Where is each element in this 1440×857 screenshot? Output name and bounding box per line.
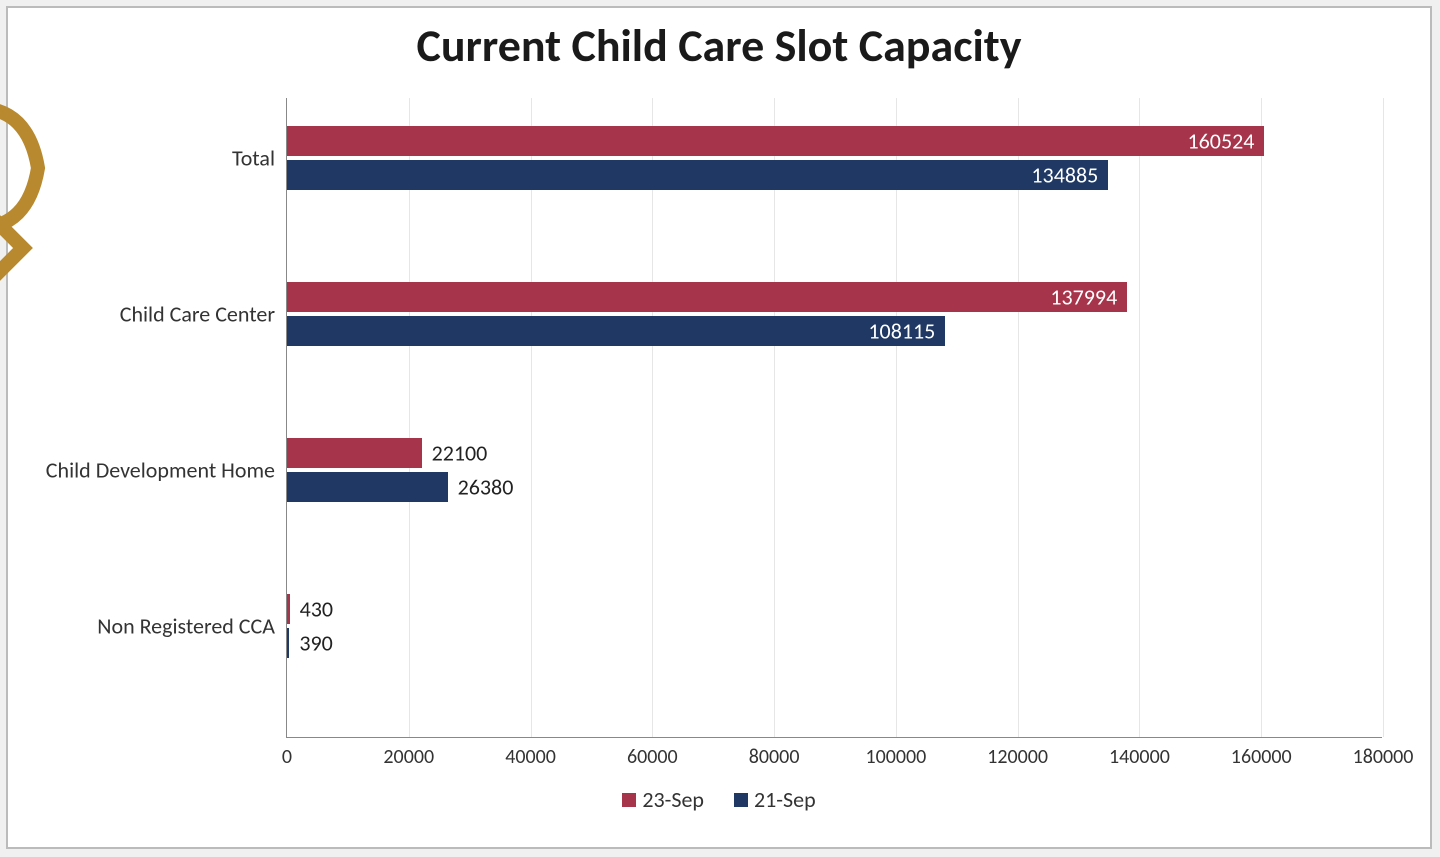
legend-swatch (734, 793, 748, 807)
plot-area: 0200004000060000800001000001200001400001… (286, 98, 1382, 738)
data-label: 26380 (458, 474, 514, 501)
category-label: Child Development Home (46, 457, 275, 484)
x-tick-label: 120000 (987, 745, 1048, 769)
data-label: 22100 (432, 440, 488, 467)
x-tick-label: 100000 (865, 745, 926, 769)
data-label: 134885 (1031, 162, 1098, 189)
legend-label: 23-Sep (642, 786, 704, 813)
category-label: Child Care Center (120, 301, 275, 328)
gridline (1139, 98, 1140, 737)
gridline (531, 98, 532, 737)
data-label: 160524 (1188, 128, 1255, 155)
x-tick-label: 20000 (383, 745, 434, 769)
bar (287, 126, 1264, 156)
bar (287, 160, 1108, 190)
data-label: 430 (300, 596, 333, 623)
gridline (1018, 98, 1019, 737)
bar (287, 594, 290, 624)
gridline (652, 98, 653, 737)
bar (287, 282, 1127, 312)
category-label: Non Registered CCA (97, 613, 275, 640)
legend-swatch (622, 793, 636, 807)
x-tick-label: 0 (282, 745, 292, 769)
x-tick-label: 180000 (1353, 745, 1414, 769)
chart-title: Current Child Care Slot Capacity (8, 18, 1430, 74)
x-tick-label: 160000 (1231, 745, 1292, 769)
legend-item: 23-Sep (622, 786, 704, 813)
chart-legend: 23-Sep 21-Sep (8, 786, 1430, 813)
category-label: Total (232, 145, 275, 172)
x-tick-label: 60000 (627, 745, 678, 769)
legend-label: 21-Sep (754, 786, 816, 813)
bar (287, 316, 945, 346)
data-label: 390 (299, 630, 332, 657)
data-label: 108115 (868, 318, 935, 345)
gridline (896, 98, 897, 737)
gridline (774, 98, 775, 737)
x-tick-label: 40000 (505, 745, 556, 769)
bar (287, 438, 422, 468)
chart-frame: Current Child Care Slot Capacity 0200004… (6, 6, 1432, 849)
bar (287, 628, 289, 658)
x-tick-label: 140000 (1109, 745, 1170, 769)
data-label: 137994 (1050, 284, 1117, 311)
decorative-shape (0, 78, 98, 298)
plot-inner: 0200004000060000800001000001200001400001… (286, 98, 1382, 738)
gridline (409, 98, 410, 737)
bar (287, 472, 448, 502)
x-tick-label: 80000 (749, 745, 800, 769)
gridline (1261, 98, 1262, 737)
legend-item: 21-Sep (734, 786, 816, 813)
gridline (1383, 98, 1384, 737)
